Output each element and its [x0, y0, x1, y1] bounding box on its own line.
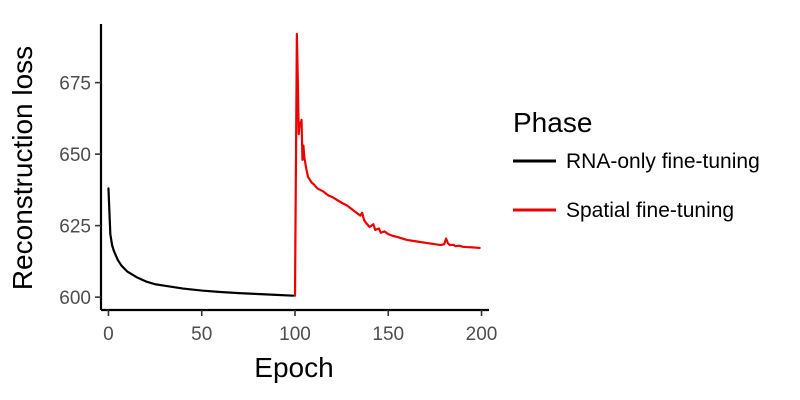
- legend-label-1: Spatial fine-tuning: [566, 199, 734, 222]
- x-tick-label: 50: [191, 324, 212, 345]
- series-line-rna-only: [107, 187, 295, 297]
- x-tick-label: 100: [279, 324, 311, 345]
- legend-label-0: RNA-only fine-tuning: [566, 150, 760, 173]
- y-tick-label: 650: [59, 145, 91, 166]
- axes: 0 50 100 150 200 600 625 650 675: [59, 24, 497, 345]
- x-axis-title: Epoch: [254, 352, 333, 383]
- y-axis-title: Reconstruction loss: [7, 46, 38, 290]
- legend: Phase RNA-only fine-tuning Spatial fine-t…: [513, 107, 760, 222]
- series-line-spatial: [293, 32, 481, 297]
- plot-area: [107, 32, 481, 297]
- x-tick-label: 150: [372, 324, 404, 345]
- x-tick-label: 0: [103, 324, 114, 345]
- y-tick-label: 675: [59, 74, 91, 95]
- y-tick-label: 625: [59, 217, 91, 238]
- y-tick-label: 600: [59, 288, 91, 309]
- legend-title: Phase: [513, 107, 592, 138]
- x-tick-label: 200: [466, 324, 498, 345]
